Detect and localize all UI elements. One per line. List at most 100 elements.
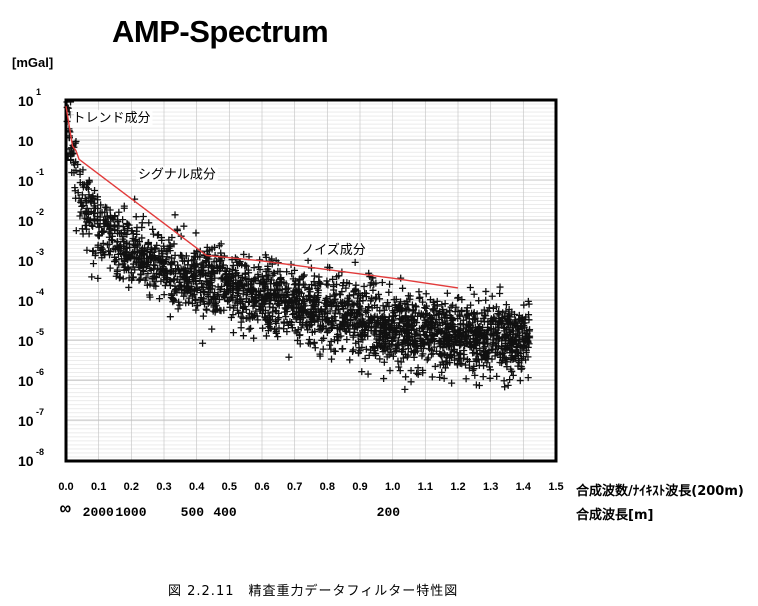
data-point	[391, 334, 399, 342]
data-point	[155, 295, 163, 303]
data-point	[488, 355, 496, 363]
data-point	[241, 262, 249, 270]
data-point	[520, 343, 528, 351]
data-point	[402, 321, 410, 329]
data-point	[315, 273, 323, 281]
data-point	[123, 244, 131, 252]
data-point	[81, 221, 89, 229]
data-point	[341, 311, 349, 319]
data-point	[94, 241, 102, 249]
data-point	[215, 296, 223, 304]
data-point	[226, 303, 234, 311]
data-point	[329, 316, 337, 324]
data-point	[515, 311, 523, 319]
data-point	[114, 216, 122, 224]
data-point	[118, 255, 126, 263]
data-point	[463, 356, 471, 364]
data-point	[395, 363, 403, 371]
data-point	[470, 315, 478, 323]
data-point	[311, 344, 319, 352]
data-point	[198, 283, 206, 291]
data-point	[264, 262, 272, 270]
data-point	[494, 348, 502, 356]
data-point	[342, 301, 350, 309]
data-point	[98, 228, 106, 236]
data-point	[296, 331, 304, 339]
data-point	[191, 286, 199, 294]
data-point	[375, 290, 383, 298]
data-point	[295, 281, 303, 289]
data-point	[417, 335, 425, 343]
y-tick-exponent: -5	[36, 327, 44, 337]
data-point	[500, 377, 508, 385]
data-point	[365, 351, 373, 359]
data-point	[476, 346, 484, 354]
data-point	[282, 313, 290, 321]
data-point	[311, 316, 319, 324]
data-point	[518, 328, 526, 336]
data-point	[335, 272, 343, 280]
data-point	[293, 296, 301, 304]
data-point	[323, 280, 331, 288]
data-point	[230, 283, 238, 290]
data-point	[477, 317, 485, 325]
data-point	[463, 340, 471, 348]
data-point	[291, 288, 299, 296]
data-point	[351, 258, 359, 266]
data-point	[402, 337, 410, 345]
data-point	[209, 307, 217, 315]
data-point	[125, 221, 133, 229]
x-tick-label: 1.4	[516, 481, 532, 493]
data-point	[404, 351, 412, 359]
data-point	[466, 283, 474, 291]
data-point	[350, 331, 358, 339]
data-point	[311, 327, 319, 335]
data-point	[157, 265, 165, 273]
data-point	[79, 181, 87, 189]
data-point	[112, 256, 120, 264]
data-point	[86, 217, 94, 225]
data-point	[163, 278, 171, 286]
data-point	[277, 274, 285, 282]
data-point	[314, 289, 322, 297]
data-point	[429, 306, 437, 314]
data-point	[506, 376, 514, 384]
data-point	[84, 185, 92, 193]
data-point	[443, 289, 451, 297]
data-point	[286, 318, 294, 326]
x-tick-label: 0.5	[222, 481, 237, 493]
data-point	[270, 269, 278, 277]
data-point	[387, 349, 395, 357]
data-point	[345, 300, 353, 308]
data-point	[274, 333, 282, 341]
data-point	[512, 354, 520, 362]
data-point	[414, 370, 422, 378]
data-point	[496, 283, 504, 291]
data-point	[197, 267, 205, 275]
data-point	[492, 303, 500, 311]
data-point	[426, 328, 434, 336]
x-tick-label: 1.3	[483, 481, 498, 493]
x-tick-label: 0.6	[254, 481, 269, 493]
data-point	[361, 322, 369, 330]
data-point	[470, 310, 478, 318]
data-point	[517, 346, 525, 354]
data-point	[482, 352, 490, 360]
y-tick-label: 10	[18, 93, 34, 109]
data-point	[77, 208, 85, 216]
data-point	[331, 347, 339, 355]
data-point	[113, 266, 121, 274]
data-point	[373, 304, 381, 312]
data-point	[385, 288, 393, 296]
data-point	[72, 227, 80, 235]
data-point	[94, 274, 102, 282]
data-point	[289, 310, 297, 318]
data-point	[136, 249, 144, 257]
data-point	[516, 377, 524, 385]
data-point	[327, 338, 335, 346]
data-point	[419, 327, 427, 335]
data-point	[465, 364, 473, 372]
data-point	[398, 340, 406, 348]
data-point	[72, 166, 80, 174]
data-point	[397, 327, 405, 335]
